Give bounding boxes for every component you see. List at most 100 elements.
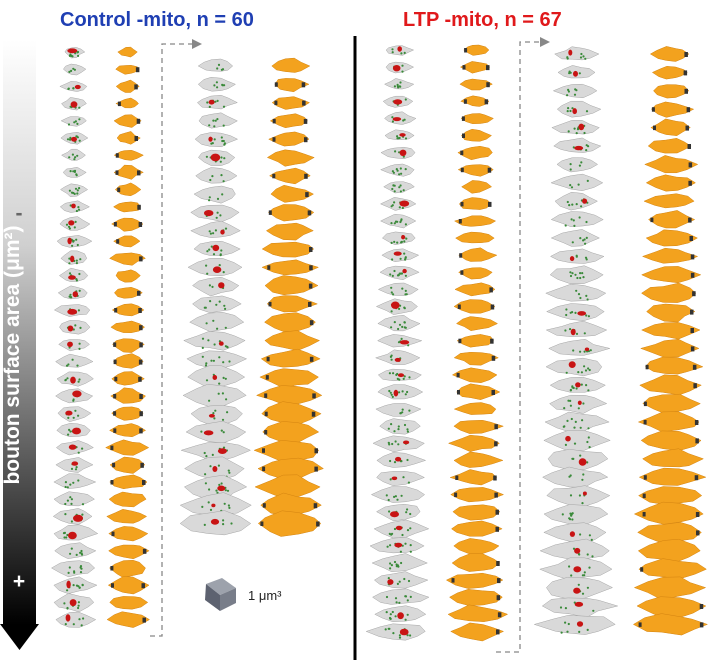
bouton-surface-reconstruction	[113, 235, 141, 248]
bouton-surface-reconstruction	[450, 487, 505, 503]
bouton-mesh-reconstruction	[60, 148, 86, 161]
bouton-surface-reconstruction	[113, 164, 144, 180]
bouton-surface-reconstruction	[449, 589, 503, 607]
bouton-surface-reconstruction	[457, 164, 494, 177]
bouton-mesh-reconstruction	[373, 571, 429, 589]
bouton-mesh-reconstruction	[384, 111, 417, 125]
scale-bar: 1 μm³	[205, 578, 282, 611]
bouton-mesh-reconstruction	[179, 492, 252, 516]
bouton-mesh-reconstruction	[55, 611, 97, 628]
bouton-surface-reconstruction	[649, 46, 690, 62]
ltp-panel-title: LTP -mito, n = 67	[403, 9, 562, 31]
bouton-surface-reconstruction	[106, 611, 150, 628]
bouton-surface-reconstruction	[110, 320, 146, 333]
bouton-mesh-reconstruction	[539, 538, 610, 560]
bouton-mesh-reconstruction	[57, 285, 88, 300]
bouton-surface-reconstruction	[111, 406, 144, 421]
bouton-surface-reconstruction	[108, 526, 149, 542]
bouton-surface-reconstruction	[453, 352, 499, 366]
bouton-surface-reconstruction	[449, 469, 498, 486]
bouton-surface-reconstruction	[271, 57, 311, 73]
bouton-mesh-reconstruction	[57, 406, 92, 422]
bouton-mesh-reconstruction	[59, 81, 88, 92]
bouton-surface-reconstruction	[109, 596, 149, 610]
bouton-surface-reconstruction	[113, 353, 144, 369]
bouton-surface-reconstruction	[447, 434, 500, 452]
bouton-mesh-reconstruction	[59, 320, 91, 335]
bouton-mesh-reconstruction	[187, 365, 246, 389]
bouton-surface-reconstruction	[461, 180, 493, 194]
bouton-surface-reconstruction	[453, 420, 505, 434]
control-panel-title: Control -mito, n = 60	[60, 9, 254, 31]
bouton-mesh-reconstruction	[549, 394, 608, 414]
bouton-mesh-reconstruction	[195, 167, 238, 184]
bouton-surface-reconstruction	[459, 61, 491, 74]
control-connector-path	[150, 43, 192, 637]
bouton-mesh-reconstruction	[382, 95, 414, 108]
bouton-mesh-reconstruction	[556, 100, 602, 118]
bouton-mesh-reconstruction	[542, 466, 609, 488]
bouton-surface-reconstruction	[645, 174, 697, 192]
bouton-surface-reconstruction	[113, 201, 141, 213]
bouton-mesh-reconstruction	[549, 376, 606, 393]
bouton-mesh-reconstruction	[376, 471, 426, 487]
bouton-mesh-reconstruction	[377, 314, 421, 332]
bouton-surface-reconstruction	[458, 247, 498, 262]
bouton-mesh-reconstruction	[53, 304, 91, 317]
bouton-mesh-reconstruction	[193, 240, 241, 257]
bouton-mesh-reconstruction	[554, 46, 600, 61]
bouton-mesh-reconstruction	[53, 473, 97, 489]
bouton-mesh-reconstruction	[370, 486, 426, 503]
bouton-mesh-reconstruction	[384, 129, 415, 140]
ltp-connector-arrowhead	[540, 37, 550, 47]
bouton-mesh-reconstruction	[381, 231, 416, 246]
bouton-surface-reconstruction	[274, 78, 310, 93]
bouton-mesh-reconstruction	[550, 211, 604, 227]
bouton-surface-reconstruction	[114, 182, 142, 197]
bouton-surface-reconstruction	[253, 440, 320, 462]
bouton-surface-reconstruction	[455, 231, 495, 244]
bouton-surface-reconstruction	[115, 269, 141, 283]
bouton-surface-reconstruction	[114, 287, 143, 299]
bouton-mesh-reconstruction	[189, 312, 245, 332]
bouton-mesh-reconstruction	[53, 593, 95, 613]
axis-plus-sign: +	[13, 570, 25, 593]
bouton-mesh-reconstruction	[543, 430, 611, 452]
bouton-surface-reconstruction	[451, 367, 498, 383]
bouton-surface-reconstruction	[456, 334, 494, 348]
bouton-surface-reconstruction	[456, 383, 501, 400]
bouton-surface-reconstruction	[633, 576, 707, 601]
bouton-mesh-reconstruction	[375, 503, 421, 522]
bouton-surface-reconstruction	[653, 84, 690, 99]
bouton-surface-reconstruction	[257, 457, 324, 480]
bouton-mesh-reconstruction	[549, 248, 605, 264]
bouton-surface-reconstruction	[453, 538, 500, 555]
bouton-mesh-reconstruction	[381, 248, 420, 263]
bouton-mesh-reconstruction	[547, 448, 609, 470]
bouton-mesh-reconstruction	[379, 265, 420, 281]
bouton-surface-reconstruction	[642, 448, 705, 468]
bouton-mesh-reconstruction	[59, 200, 91, 213]
bouton-surface-reconstruction	[460, 95, 490, 107]
bouton-surface-reconstruction	[452, 504, 501, 521]
bouton-mesh-reconstruction	[375, 403, 422, 417]
bouton-surface-reconstruction	[268, 131, 310, 147]
bouton-mesh-reconstruction	[179, 510, 252, 536]
bouton-surface-reconstruction	[257, 510, 322, 537]
bouton-mesh-reconstruction	[383, 181, 415, 194]
bouton-mesh-reconstruction	[546, 576, 614, 600]
bouton-mesh-reconstruction	[56, 235, 93, 248]
bouton-mesh-reconstruction	[58, 339, 90, 352]
bouton-surface-reconstruction	[647, 138, 692, 154]
bouton-surface-reconstruction	[632, 613, 709, 636]
bouton-surface-reconstruction	[637, 538, 701, 562]
bouton-mesh-reconstruction	[55, 457, 94, 473]
bouton-mesh-reconstruction	[374, 605, 427, 622]
bouton-surface-reconstruction	[266, 149, 315, 167]
bouton-surface-reconstruction	[638, 486, 703, 505]
bouton-surface-reconstruction	[645, 356, 704, 375]
bouton-mesh-reconstruction	[541, 597, 619, 618]
bouton-mesh-reconstruction	[372, 435, 425, 453]
bouton-mesh-reconstruction	[190, 204, 240, 222]
